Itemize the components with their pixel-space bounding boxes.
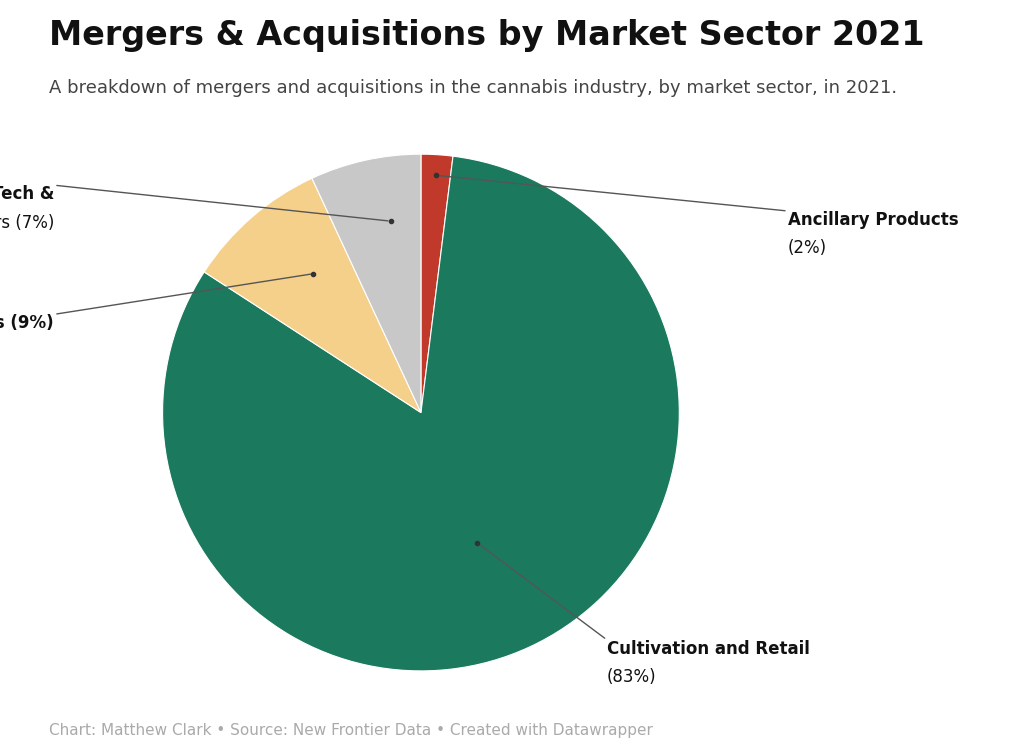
Wedge shape xyxy=(421,154,453,413)
Text: Ancillary Services (9%): Ancillary Services (9%) xyxy=(0,314,54,332)
Text: Mergers & Acquisitions by Market Sector 2021: Mergers & Acquisitions by Market Sector … xyxy=(49,19,925,52)
Wedge shape xyxy=(204,178,421,413)
Text: A breakdown of mergers and acquisitions in the cannabis industry, by market sect: A breakdown of mergers and acquisitions … xyxy=(49,79,897,97)
Text: (83%): (83%) xyxy=(607,669,656,687)
Text: Agriculture Tech &: Agriculture Tech & xyxy=(0,185,54,203)
Wedge shape xyxy=(163,156,679,671)
Wedge shape xyxy=(312,154,421,413)
Text: Cultivation and Retail: Cultivation and Retail xyxy=(607,640,810,658)
Text: Chart: Matthew Clark • Source: New Frontier Data • Created with Datawrapper: Chart: Matthew Clark • Source: New Front… xyxy=(49,723,653,738)
Text: Suppliers (7%): Suppliers (7%) xyxy=(0,214,54,232)
Text: (2%): (2%) xyxy=(787,239,827,257)
Text: Ancillary Products: Ancillary Products xyxy=(787,211,958,229)
